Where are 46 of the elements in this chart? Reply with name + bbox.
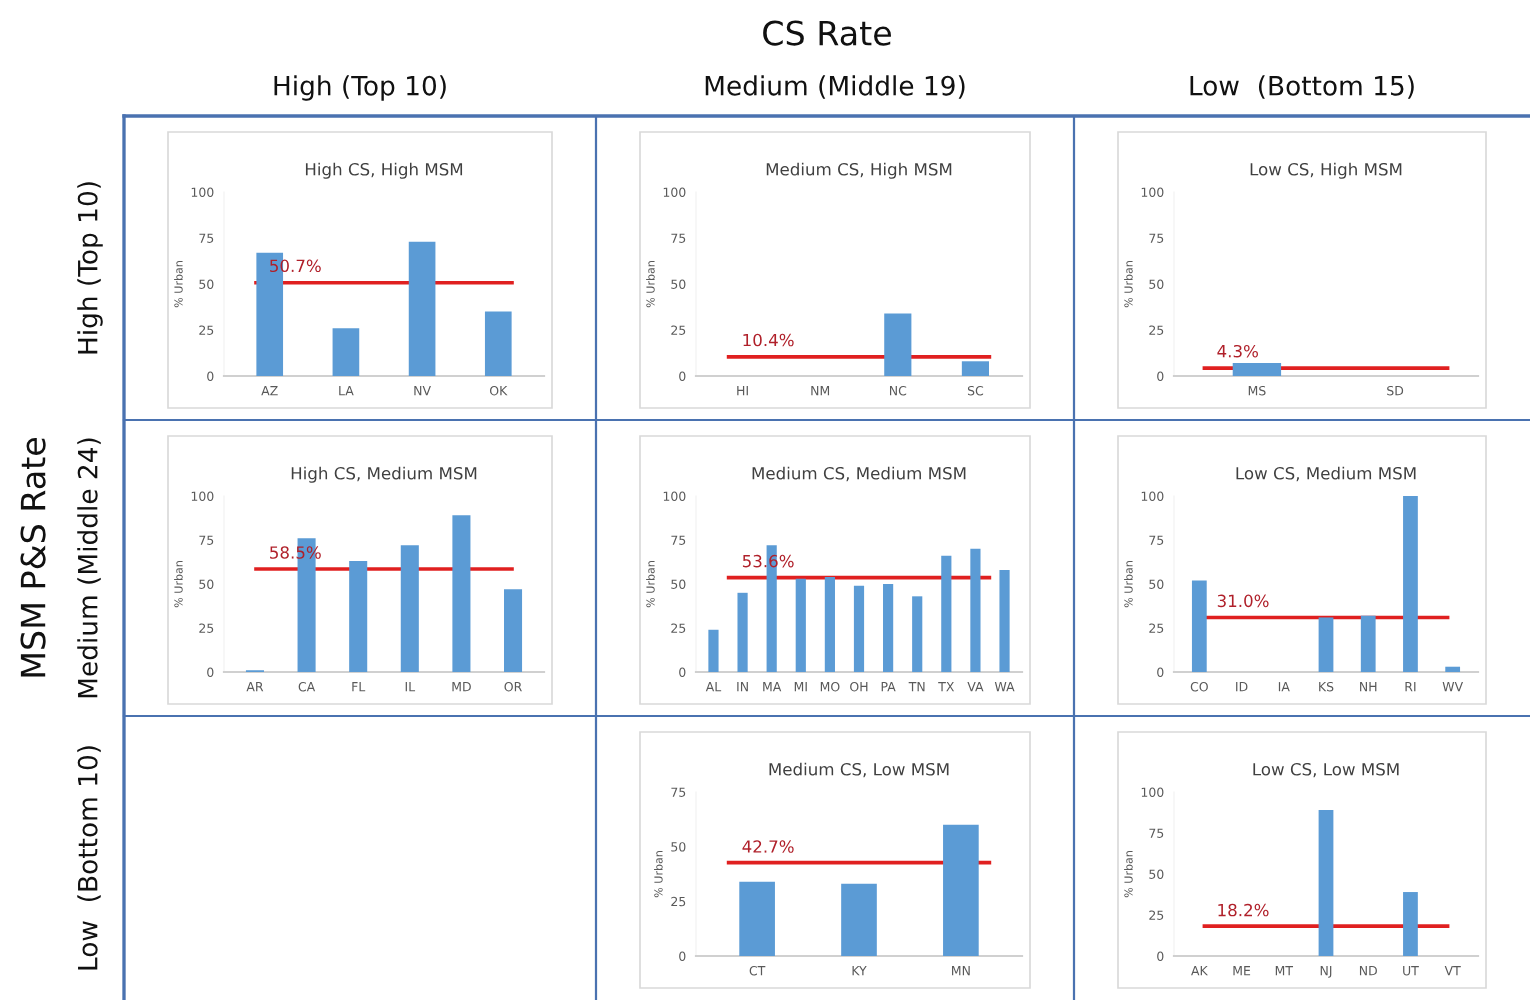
chart-title: Medium CS, Medium MSM <box>752 466 966 482</box>
text: Low (Bottom 15) <box>1190 75 1414 99</box>
bar <box>1360 615 1376 672</box>
bar <box>1445 666 1461 672</box>
bar <box>737 592 748 672</box>
text: Medium (Middle 24) <box>77 438 101 698</box>
ref-line-label: 4.3% <box>1217 344 1258 358</box>
bar <box>941 555 952 672</box>
bar <box>504 589 523 672</box>
chart-title: Low CS, High MSM <box>1250 162 1402 179</box>
chart-title: Medium CS, High MSM <box>766 162 952 179</box>
text: CS Rate <box>763 20 891 46</box>
bar <box>1191 580 1207 672</box>
ref-line-label: 42.7% <box>742 840 794 853</box>
chart-title: High CS, High MSM <box>305 162 463 179</box>
bar <box>970 548 981 672</box>
text: High (Top 10) <box>274 75 446 101</box>
text: Low (Bottom 10) <box>77 746 101 970</box>
bar <box>883 584 894 672</box>
chart-title: High CS, Medium MSM <box>291 466 477 483</box>
text: High (Top 10) <box>77 182 103 354</box>
text: MSM P&S Rate <box>20 438 46 677</box>
bar <box>1318 617 1334 672</box>
bar <box>943 824 979 956</box>
bar <box>408 241 436 376</box>
bar <box>332 328 360 376</box>
bar <box>1403 496 1418 672</box>
bar <box>739 881 775 956</box>
ref-line-label: 10.4% <box>743 333 794 347</box>
ref-line-label: 31.0% <box>1217 594 1269 608</box>
bar <box>853 585 865 672</box>
text: Medium (Middle 19) <box>705 75 965 99</box>
chart-title: Medium CS, Low MSM <box>769 762 949 778</box>
bar <box>400 545 419 672</box>
bar <box>484 311 512 376</box>
bar <box>795 578 806 672</box>
bar <box>912 596 923 672</box>
bar <box>349 561 368 672</box>
bar <box>824 576 835 672</box>
bar <box>999 569 1010 672</box>
bar <box>452 515 471 672</box>
chart-title: Low CS, Low MSM <box>1253 762 1399 778</box>
bar <box>708 629 719 672</box>
bar <box>841 883 877 956</box>
chart-title: Low CS, Medium MSM <box>1236 466 1416 482</box>
ref-line-label: 18.2% <box>1218 903 1269 917</box>
